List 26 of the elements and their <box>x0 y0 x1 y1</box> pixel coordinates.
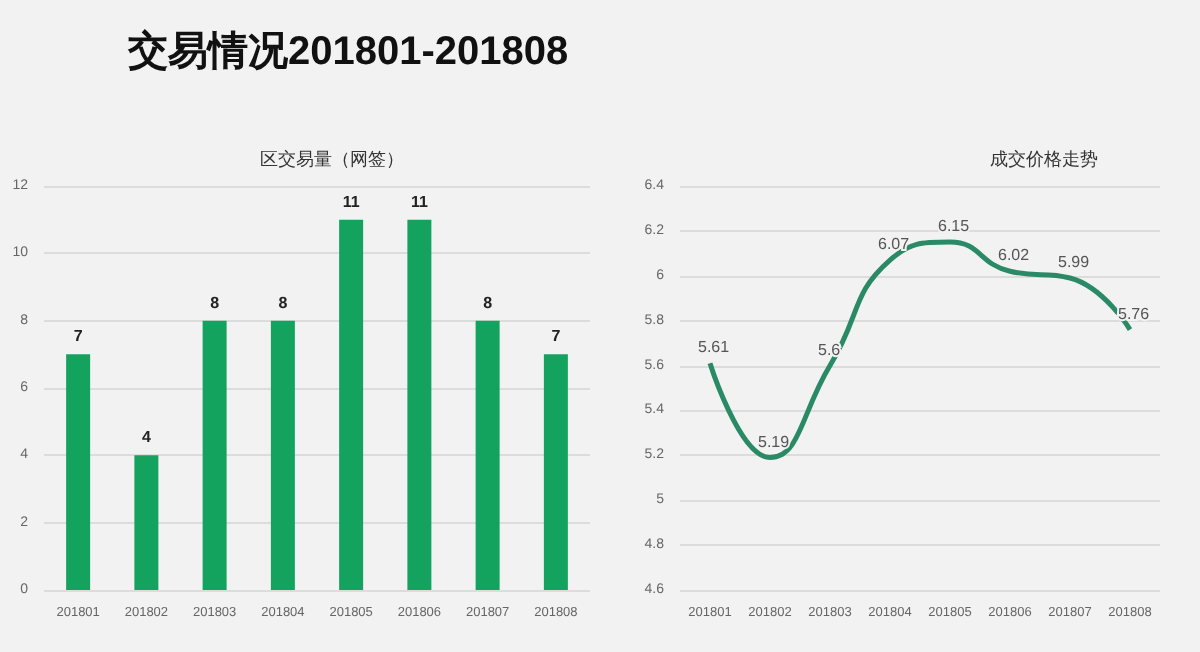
bar <box>134 455 159 590</box>
text: 交易情况201801-201808 <box>126 28 569 74</box>
data-label: 5.76 <box>1118 304 1151 323</box>
data-label: 4 <box>141 428 152 447</box>
data-label: 5.19 <box>758 432 791 451</box>
data-label: 5.61 <box>698 338 731 357</box>
bar <box>543 354 568 590</box>
data-label: 11 <box>410 192 429 211</box>
data-label: 5.99 <box>1058 253 1091 272</box>
bar <box>66 354 91 590</box>
bar <box>407 219 432 590</box>
bar <box>202 320 227 590</box>
bar <box>270 320 295 590</box>
data-label: 6.02 <box>998 246 1031 265</box>
data-label: 7 <box>551 327 562 346</box>
chart-title: 成交价格走势 <box>990 149 1098 169</box>
data-label: 8 <box>210 293 221 312</box>
data-label: 8 <box>278 293 289 312</box>
data-label: 7 <box>73 327 84 346</box>
data-label: 8 <box>483 293 494 312</box>
bar <box>339 219 364 590</box>
data-label: 6.07 <box>878 235 911 254</box>
data-label: 6.15 <box>938 217 971 236</box>
data-label: 11 <box>342 192 361 211</box>
chart-title: 区交易量（网签） <box>260 149 404 169</box>
bar <box>475 320 500 590</box>
